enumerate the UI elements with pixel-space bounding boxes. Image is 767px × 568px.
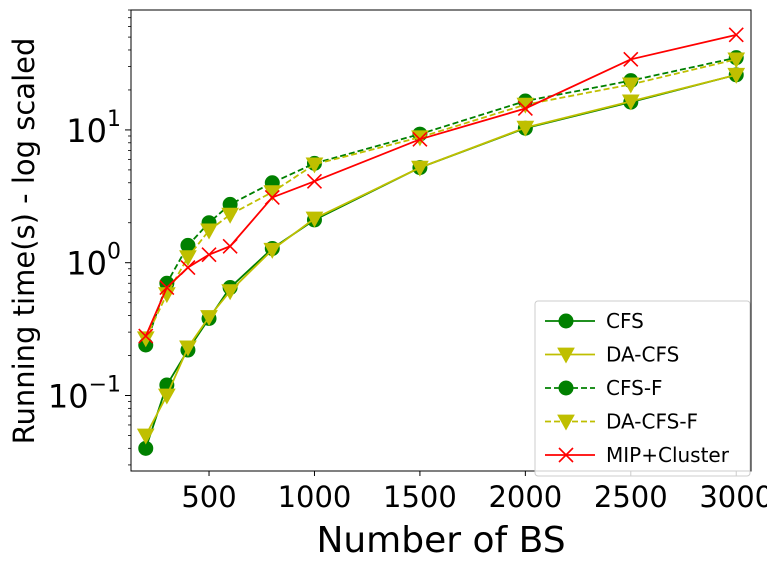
data-point xyxy=(411,160,429,177)
legend-entry: DA-CFS xyxy=(545,343,679,367)
x-tick-label: 1500 xyxy=(383,480,457,514)
data-point xyxy=(158,388,176,405)
series-mip-cluster xyxy=(138,27,744,344)
legend-marker xyxy=(558,447,574,463)
series-layer xyxy=(136,27,746,456)
data-point xyxy=(179,250,197,267)
data-point xyxy=(201,247,217,263)
legend-marker xyxy=(558,380,574,396)
data-point xyxy=(623,51,639,67)
legend-box xyxy=(534,300,751,477)
data-point xyxy=(179,340,197,357)
series-line-cfs-f xyxy=(144,56,737,346)
x-tick-label: 2500 xyxy=(594,480,668,514)
data-point xyxy=(222,238,238,254)
y-tick-exponent: −1 xyxy=(89,372,121,397)
y-tick-label: 100 xyxy=(66,240,121,283)
y-tick-exponent: 1 xyxy=(107,107,121,132)
legend-label: MIP+Cluster xyxy=(606,443,730,467)
data-point xyxy=(263,242,282,259)
data-point xyxy=(305,157,324,174)
data-point xyxy=(728,27,744,43)
y-tick-base: 10 xyxy=(66,112,107,150)
data-point xyxy=(136,428,155,445)
legend-entry: CFS-F xyxy=(545,376,663,400)
y-tick-label: 101 xyxy=(66,107,121,150)
legend-marker xyxy=(557,347,575,364)
legend-label: DA-CFS-F xyxy=(606,410,698,434)
y-tick-label: 10−1 xyxy=(48,372,121,415)
y-tick-base: 10 xyxy=(66,245,107,283)
data-point xyxy=(264,189,280,206)
legend-items: CFS DA-CFS CFS-F DA-CFS-F MIP+Cluster xyxy=(545,309,730,467)
data-point xyxy=(727,52,746,69)
legend: CFS DA-CFS CFS-F DA-CFS-F MIP+Cluster xyxy=(534,300,751,477)
x-tick-label: 2000 xyxy=(488,480,562,514)
data-point xyxy=(621,77,640,94)
legend-entry: CFS xyxy=(545,309,644,333)
data-point xyxy=(221,284,239,301)
y-axis-label: Running time(s) - log scaled xyxy=(7,38,41,445)
data-point xyxy=(621,94,640,111)
x-axis: 500 1000 1500 2000 2500 3000 xyxy=(181,471,767,514)
data-point xyxy=(517,100,533,117)
x-tick-label: 3000 xyxy=(699,480,767,514)
data-point xyxy=(180,259,196,276)
plot-frame xyxy=(130,9,752,472)
legend-label: DA-CFS xyxy=(606,343,679,367)
legend-marker xyxy=(557,414,575,431)
data-point xyxy=(159,279,175,296)
data-point xyxy=(516,120,535,137)
y-tick-exponent: 0 xyxy=(107,240,121,265)
x-tick-label: 1000 xyxy=(278,480,352,514)
legend-entry: MIP+Cluster xyxy=(545,443,730,467)
series-da-cfs xyxy=(136,67,746,445)
data-point xyxy=(412,131,428,147)
data-point xyxy=(727,67,746,84)
data-point xyxy=(200,310,218,327)
data-point xyxy=(221,207,239,224)
data-point xyxy=(138,328,154,344)
legend-label: CFS-F xyxy=(606,376,663,400)
x-axis-label: Number of BS xyxy=(316,520,565,561)
legend-label: CFS xyxy=(606,309,644,333)
y-tick-base: 10 xyxy=(48,377,89,415)
x-tick-label: 500 xyxy=(181,480,236,514)
data-point xyxy=(200,223,218,240)
data-point xyxy=(305,211,324,228)
data-point xyxy=(306,173,323,189)
legend-marker xyxy=(558,313,574,329)
legend-entry: DA-CFS-F xyxy=(545,410,698,434)
